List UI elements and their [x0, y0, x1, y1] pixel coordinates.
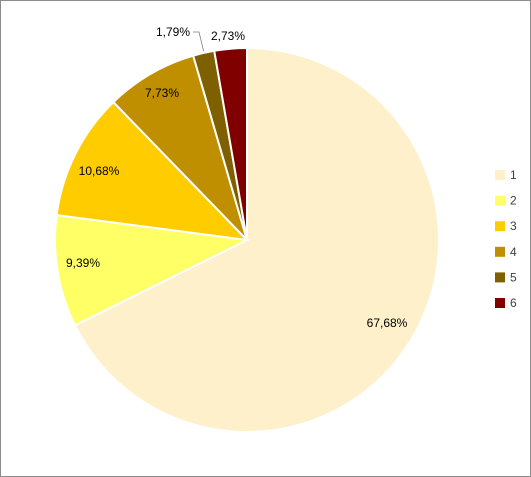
legend: 1 2 3 4 5 6 [495, 168, 517, 310]
legend-swatch-4 [495, 246, 505, 257]
data-labels: 67,68% 9,39% 10,68% 7,73% 1,79% 2,73% [66, 25, 408, 330]
legend-label-2: 2 [510, 194, 517, 208]
pie-slice-2 [54, 213, 251, 327]
legend-label-6: 6 [510, 296, 517, 310]
pie-slice-4 [111, 54, 248, 241]
legend-swatch-5 [495, 272, 505, 283]
legend-label-3: 3 [510, 219, 517, 233]
leader-line-5 [193, 31, 204, 52]
legend-swatch-1 [495, 170, 505, 180]
legend-swatch-3 [495, 221, 505, 232]
legend-label-4: 4 [510, 245, 517, 259]
legend-label-5: 5 [510, 270, 517, 284]
legend-swatch-6 [495, 298, 505, 308]
data-label-6: 2,73% [211, 29, 245, 43]
pie-slice-1 [73, 46, 440, 433]
legend-label-1: 1 [510, 168, 517, 182]
data-label-4: 7,73% [145, 86, 179, 100]
data-label-5: 1,79% [156, 25, 190, 39]
data-label-2: 9,39% [66, 256, 100, 270]
pie-slice-3 [55, 100, 250, 242]
pie-slices [54, 46, 440, 433]
data-label-1: 67,68% [367, 316, 408, 330]
pie-slice-6 [213, 46, 248, 241]
legend-swatch-2 [495, 195, 505, 206]
data-label-3: 10,68% [79, 164, 120, 178]
